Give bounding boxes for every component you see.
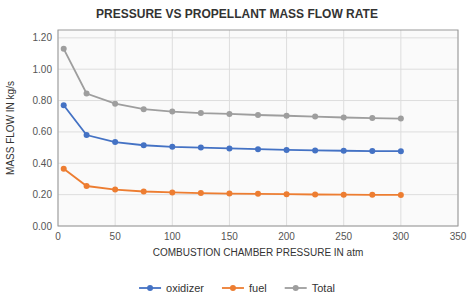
series-point (141, 142, 147, 148)
x-tick-label: 250 (335, 231, 352, 242)
x-tick-label: 350 (450, 231, 467, 242)
series-point (312, 114, 318, 120)
series-point (369, 148, 375, 154)
plot-frame (58, 30, 458, 226)
legend: oxidizer fuel Total (139, 282, 335, 294)
y-tick-label: 1.00 (33, 64, 53, 75)
data-area (61, 46, 404, 198)
y-grid-line (58, 37, 458, 38)
series-point (226, 145, 232, 151)
series-point (255, 112, 261, 118)
series-point (198, 145, 204, 151)
chart: 0.00 0.20 0.40 0.60 0.80 1.00 1.20 0 50 100 150 200… (0, 0, 474, 304)
y-grid-line (58, 131, 458, 132)
series-point (312, 191, 318, 197)
series-point (341, 148, 347, 154)
x-tick-label: 0 (55, 231, 61, 242)
series-point (398, 148, 404, 154)
series-point (398, 192, 404, 198)
series-point (61, 102, 67, 108)
y-tick-label: 0.40 (33, 158, 53, 169)
series-point (398, 116, 404, 122)
y-axis-label: MASS FLOW IN kg/s (5, 81, 16, 175)
series-point (341, 114, 347, 120)
series-point (198, 190, 204, 196)
series-point (84, 132, 90, 138)
series-point (169, 109, 175, 115)
series-point (61, 46, 67, 52)
y-grid-line (58, 163, 458, 164)
series-line (64, 105, 401, 151)
x-tick-label: 100 (164, 231, 181, 242)
legend-item: oxidizer (139, 282, 204, 294)
series-point (84, 183, 90, 189)
x-tick-label: 50 (110, 231, 122, 242)
legend-item: fuel (222, 282, 267, 294)
x-grid-line (115, 30, 116, 226)
x-tick-label: 300 (393, 231, 410, 242)
series-point (61, 166, 67, 172)
y-grid-line (58, 69, 458, 70)
series-point (284, 147, 290, 153)
series-line (64, 49, 401, 119)
series-line (64, 169, 401, 195)
series-point (284, 191, 290, 197)
series-point (284, 113, 290, 119)
series-point (255, 191, 261, 197)
series-point (112, 187, 118, 193)
x-tick-label: 150 (221, 231, 238, 242)
legend-marker (293, 285, 299, 291)
y-grid-line (58, 100, 458, 101)
y-tick-label: 0.00 (33, 221, 53, 232)
y-tick-label: 0.20 (33, 189, 53, 200)
series-point (369, 192, 375, 198)
series-point (112, 139, 118, 145)
series-point (312, 147, 318, 153)
legend-label: Total (312, 282, 335, 294)
legend-item: Total (285, 282, 335, 294)
y-tick-label: 0.80 (33, 95, 53, 106)
y-tick-label: 1.20 (33, 32, 53, 43)
series-point (141, 189, 147, 195)
series-point (226, 191, 232, 197)
legend-marker (230, 285, 236, 291)
series-point (255, 146, 261, 152)
series-point (169, 144, 175, 150)
x-grid-line (229, 30, 230, 226)
series-point (198, 110, 204, 116)
series-point (169, 189, 175, 195)
series-point (226, 111, 232, 117)
x-axis-label: COMBUSTION CHAMBER PRESSURE IN atm (153, 247, 364, 258)
series-point (369, 115, 375, 121)
grid (58, 30, 458, 226)
series-point (141, 106, 147, 112)
series-point (84, 91, 90, 97)
plot-background (58, 30, 458, 226)
x-tick-label: 200 (278, 231, 295, 242)
title: PRESSURE VS PROPELLANT MASS FLOW RATE (96, 7, 378, 21)
y-tick-label: 0.60 (33, 126, 53, 137)
legend-marker (147, 285, 153, 291)
legend-label: fuel (249, 282, 267, 294)
x-grid-line (172, 30, 173, 226)
legend-label: oxidizer (166, 282, 204, 294)
series-point (341, 192, 347, 198)
series-point (112, 101, 118, 107)
